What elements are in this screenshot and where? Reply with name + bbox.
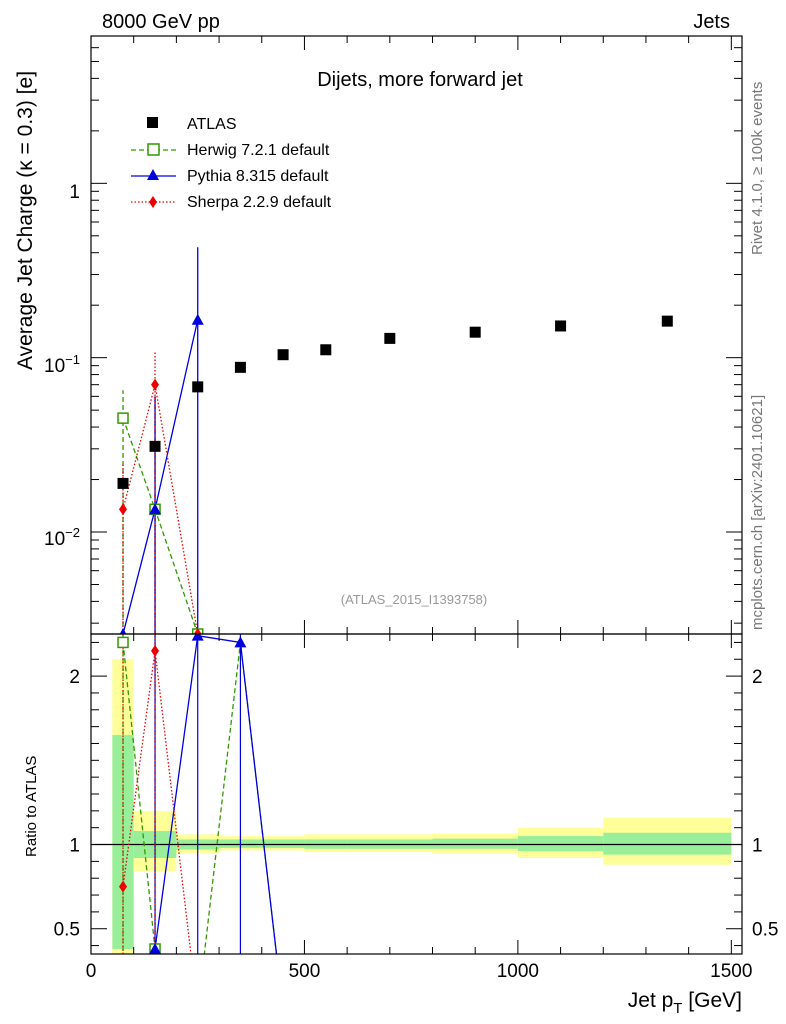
data-point-atlas: [469, 326, 481, 338]
ratio-point-sherpa: [151, 644, 160, 657]
legend-marker-herwig: [147, 143, 160, 156]
data-point-atlas: [320, 344, 332, 356]
ratio-y-tick-label-left: 2: [69, 667, 80, 688]
data-point-atlas: [234, 361, 246, 373]
data-point-pythia: [119, 628, 127, 634]
series-line-sherpa: [122, 384, 199, 634]
analysis-tag: (ATLAS_2015_I1393758): [341, 592, 487, 607]
data-point-sherpa: [119, 503, 128, 516]
y-tick-label-0.1: 10−1: [44, 352, 80, 377]
y-tick-labels-main: 1 10−1 10−2: [44, 182, 80, 550]
x-tick-label: 1000: [497, 961, 539, 982]
x-axis-label: Jet pT [GeV]: [628, 989, 742, 1017]
legend-marker-atlas: [147, 117, 158, 128]
data-point-atlas: [192, 381, 204, 393]
ratio-band-inner: [603, 832, 732, 855]
data-point-pythia: [191, 313, 204, 325]
data-point-atlas: [384, 332, 396, 344]
data-point-atlas: [117, 477, 129, 489]
data-point-sherpa: [151, 378, 160, 391]
legend-label-herwig: Herwig 7.2.1 default: [187, 142, 330, 159]
mcplots-label: mcplots.cern.ch [arXiv:2401.10621]: [749, 395, 766, 630]
ratio-line-sherpa: [122, 650, 192, 954]
data-point-atlas: [661, 315, 673, 327]
ratio-y-tick-label-right: 1: [752, 836, 763, 857]
ratio-point-pythia: [234, 636, 247, 648]
main-title: Dijets, more forward jet: [317, 69, 523, 91]
y-tick-label-0.01: 10−2: [44, 525, 80, 550]
legend-marker-pythia: [147, 169, 159, 180]
header-right: Jets: [693, 11, 730, 33]
ratio-data-layer: [117, 634, 278, 954]
y-axis-label: Average Jet Charge (κ = 0.3) [e]: [14, 71, 37, 370]
ratio-y-tick-label-right: 0.5: [752, 920, 778, 941]
x-tick-label: 500: [289, 961, 321, 982]
header-left: 8000 GeV pp: [102, 11, 220, 33]
ratio-y-label: Ratio to ATLAS: [23, 756, 40, 857]
x-tick-label: 1500: [710, 961, 752, 982]
ratio-band-inner: [261, 839, 305, 848]
ratio-point-sherpa: [119, 880, 128, 893]
data-point-atlas: [555, 320, 567, 332]
ratio-y-tick-label-right: 2: [752, 667, 763, 688]
legend-label-atlas: ATLAS: [187, 116, 237, 133]
data-point-herwig: [117, 412, 129, 424]
data-point-sherpa: [193, 628, 202, 634]
data-point-atlas: [277, 349, 289, 361]
ratio-bands: [91, 659, 742, 954]
legend-marker-sherpa: [149, 196, 157, 208]
ratio-axis-ticks: [90, 634, 742, 954]
ratio-y-tick-label-left: 0.5: [54, 920, 80, 941]
x-tick-label: 0: [86, 961, 97, 982]
series-line-pythia: [122, 319, 199, 634]
rivet-label: Rivet 4.1.0, ≥ 100k events: [749, 82, 766, 255]
ratio-y-tick-label-left: 1: [69, 836, 80, 857]
ratio-tick-labels: 0.5 0.5 1 1 2 2 0 500 1000 1500: [54, 667, 779, 982]
ratio-panel: 0.5 0.5 1 1 2 2 0 500 1000 1500 Ratio to ATLAS Je…: [23, 633, 779, 1017]
ratio-point-pythia: [149, 942, 162, 954]
data-point-atlas: [149, 440, 161, 452]
legend-label-sherpa: Sherpa 2.2.9 default: [187, 194, 332, 211]
ratio-frame: [90, 633, 743, 955]
main-data-layer: [117, 247, 673, 634]
legend-label-pythia: Pythia 8.315 default: [187, 168, 329, 185]
main-axis-ticks: [90, 35, 742, 634]
ratio-point-herwig: [117, 636, 129, 649]
ratio-point-pythia: [191, 634, 204, 641]
main-panel: Dijets, more forward jet (ATLAS_2015_I13…: [14, 35, 743, 635]
data-point-pythia: [149, 503, 162, 515]
legend: ATLAS Herwig 7.2.1 default Pythia 8.315 …: [131, 116, 332, 211]
ratio-band-inner: [517, 836, 604, 852]
ratio-band-inner: [432, 838, 518, 849]
y-tick-label-1: 1: [69, 182, 80, 203]
